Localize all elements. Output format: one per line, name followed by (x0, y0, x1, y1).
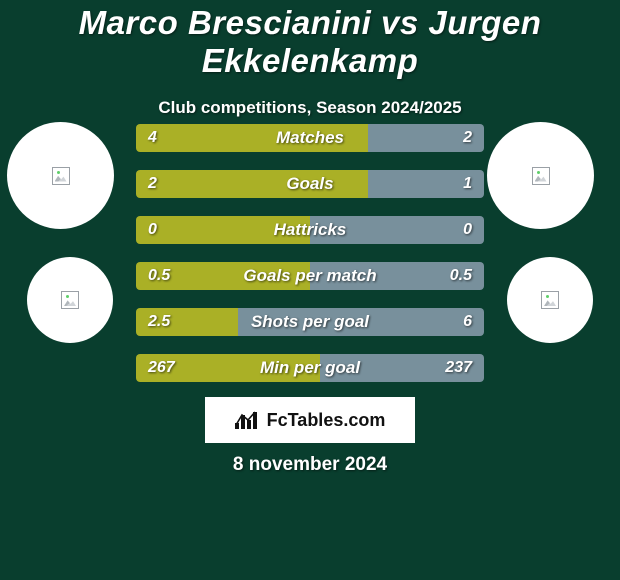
avatar-club1 (27, 257, 113, 343)
bar-right-segment (238, 308, 484, 336)
bar-chart-icon (235, 411, 261, 429)
subtitle: Club competitions, Season 2024/2025 (0, 98, 620, 118)
bar-left-segment (136, 170, 368, 198)
avatar-player2 (487, 122, 594, 229)
avatar-club2 (507, 257, 593, 343)
comparison-infographic: Marco Brescianini vs Jurgen Ekkelenkamp … (0, 0, 620, 580)
image-placeholder-icon (52, 167, 70, 185)
stat-row: Goals per match0.50.5 (136, 262, 484, 290)
stat-row: Goals21 (136, 170, 484, 198)
stat-row: Matches42 (136, 124, 484, 152)
bar-right-segment (368, 124, 484, 152)
image-placeholder-icon (541, 291, 559, 309)
fctables-logo: FcTables.com (205, 397, 415, 443)
bar-right-segment (310, 262, 484, 290)
image-placeholder-icon (61, 291, 79, 309)
bar-left-segment (136, 262, 310, 290)
bar-right-segment (320, 354, 484, 382)
avatar-player1 (7, 122, 114, 229)
stat-row: Hattricks00 (136, 216, 484, 244)
bar-right-segment (310, 216, 484, 244)
stat-bars: Matches42 Goals21 Hattricks00 Goals per mat… (136, 124, 484, 400)
page-title: Marco Brescianini vs Jurgen Ekkelenkamp (0, 0, 620, 80)
bar-left-segment (136, 354, 320, 382)
logo-text: FcTables.com (267, 410, 386, 431)
bar-right-segment (368, 170, 484, 198)
bar-left-segment (136, 216, 310, 244)
bar-left-segment (136, 124, 368, 152)
date-label: 8 november 2024 (0, 454, 620, 476)
image-placeholder-icon (532, 167, 550, 185)
stat-row: Min per goal267237 (136, 354, 484, 382)
stat-row: Shots per goal2.56 (136, 308, 484, 336)
bar-left-segment (136, 308, 238, 336)
